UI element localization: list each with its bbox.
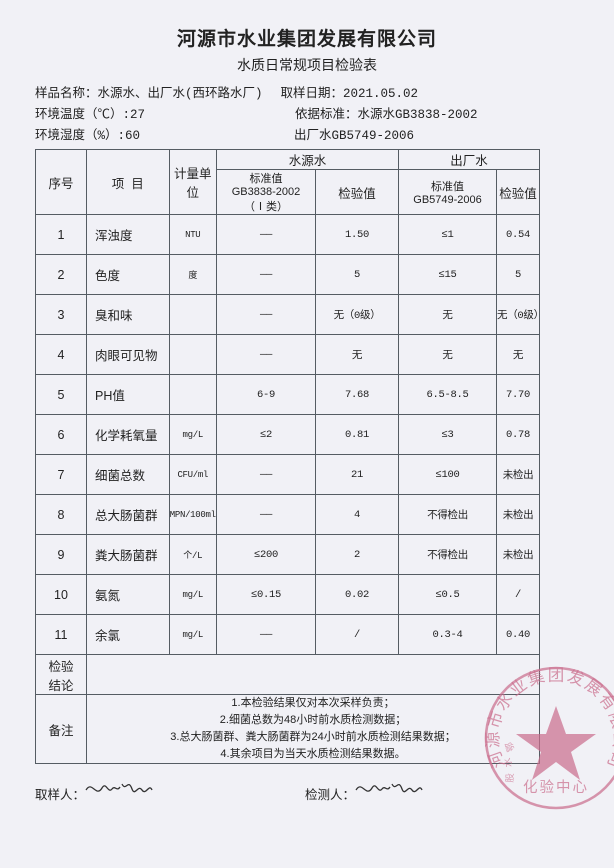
svg-text:公: 公: [609, 731, 614, 748]
svg-text:鄂: 鄂: [504, 740, 518, 753]
svg-text:司: 司: [604, 749, 614, 771]
svg-text:团: 团: [548, 666, 565, 684]
svg-text:源: 源: [483, 731, 502, 748]
